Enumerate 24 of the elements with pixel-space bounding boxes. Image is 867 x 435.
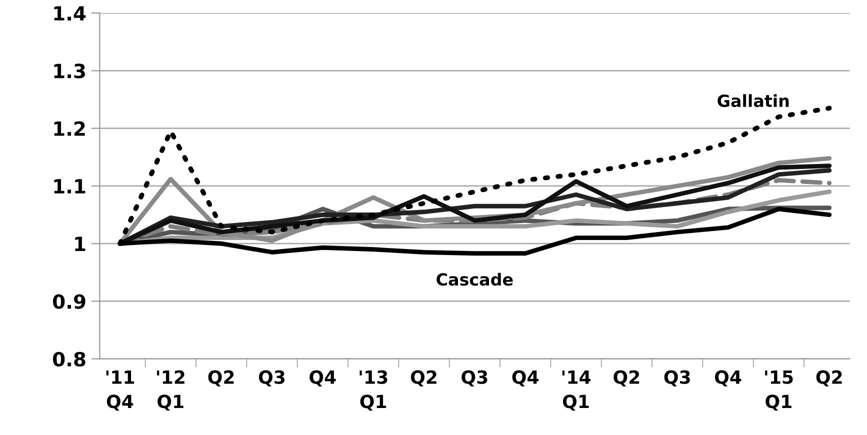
x-tick-label: Q2 bbox=[614, 370, 640, 386]
x-tick-label: Q4 bbox=[512, 370, 538, 386]
y-tick-label: 0.9 bbox=[52, 294, 86, 309]
x-tick-label: Q3 bbox=[462, 370, 488, 386]
y-tick-label: 1 bbox=[75, 236, 86, 251]
x-tick-label: Q2 bbox=[410, 370, 436, 386]
x-tick-label: Q4 bbox=[714, 370, 742, 386]
x-tick-label: Q3 bbox=[258, 370, 285, 386]
x-tick-label: '15 Q1 bbox=[765, 370, 793, 411]
y-tick-label: 0.8 bbox=[52, 352, 86, 367]
x-tick-label: Q3 bbox=[664, 370, 690, 386]
x-tick-label: '11 Q4 bbox=[106, 370, 134, 411]
x-tick-label: Q2 bbox=[208, 370, 234, 386]
y-tick-label: 1.2 bbox=[54, 121, 85, 136]
series-label: Cascade bbox=[436, 272, 513, 286]
x-tick-label: '12 Q1 bbox=[157, 370, 184, 411]
x-tick-label: '14 Q1 bbox=[562, 370, 591, 411]
x-tick-label: Q2 bbox=[816, 370, 842, 386]
x-tick-label: Q4 bbox=[310, 370, 336, 386]
y-tick-label: 1.1 bbox=[54, 179, 86, 194]
x-tick-label: '13 Q1 bbox=[360, 370, 388, 411]
series-label: Gallatin bbox=[718, 94, 789, 108]
y-tick-label: 1.4 bbox=[54, 6, 86, 20]
y-tick-label: 1.3 bbox=[54, 64, 85, 78]
